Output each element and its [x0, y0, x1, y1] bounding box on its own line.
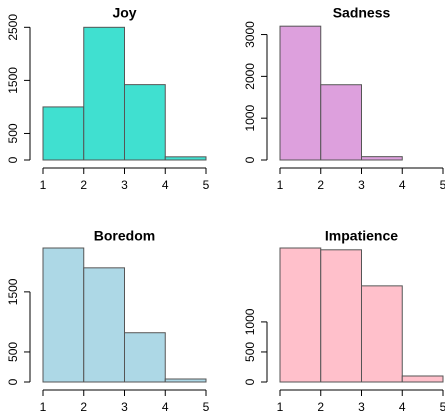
y-tick-label: 500	[6, 123, 20, 143]
panel-title: Impatience	[325, 228, 398, 244]
x-tick-label: 3	[121, 400, 128, 414]
bar	[401, 375, 444, 383]
y-tick-label: 500	[243, 342, 257, 362]
x-tick-label: 2	[80, 400, 87, 414]
y-tick-label: 3000	[243, 21, 257, 48]
bar	[320, 249, 362, 383]
x-tick-label: 1	[40, 400, 47, 414]
x-tick-label: 1	[40, 178, 47, 192]
bar	[279, 25, 322, 161]
bar	[83, 26, 125, 161]
y-tick-label: 2000	[243, 63, 257, 90]
x-tick-label: 1	[277, 178, 284, 192]
x-tick-label: 4	[162, 400, 169, 414]
y-tick-label: 500	[6, 342, 20, 362]
x-tick-label: 5	[440, 400, 445, 414]
panel-title: Boredom	[94, 228, 155, 244]
x-tick-label: 4	[399, 178, 406, 192]
bar	[42, 106, 85, 161]
bar	[124, 332, 166, 383]
bar	[361, 156, 403, 161]
bar	[164, 156, 207, 161]
y-tick-label: 1500	[6, 67, 20, 94]
y-tick-label: 0	[6, 156, 20, 163]
bar	[320, 84, 362, 161]
y-tick-label: 0	[243, 378, 257, 385]
bar	[279, 247, 322, 383]
bar	[83, 267, 125, 383]
x-tick-label: 3	[358, 400, 365, 414]
y-tick-label: 2500	[6, 14, 20, 41]
y-tick-label: 0	[243, 156, 257, 163]
y-tick-label: 1500	[6, 278, 20, 305]
y-tick-label: 1000	[243, 308, 257, 335]
x-tick-label: 2	[317, 400, 324, 414]
bar	[124, 84, 166, 161]
x-tick-label: 2	[317, 178, 324, 192]
x-tick-label: 4	[162, 178, 169, 192]
x-tick-label: 4	[399, 400, 406, 414]
bar	[361, 285, 403, 383]
x-tick-label: 3	[121, 178, 128, 192]
x-tick-label: 2	[80, 178, 87, 192]
y-tick-label: 1000	[243, 105, 257, 132]
x-tick-label: 5	[203, 400, 210, 414]
x-tick-label: 1	[277, 400, 284, 414]
bar	[42, 247, 85, 383]
x-tick-label: 5	[203, 178, 210, 192]
panel-title: Joy	[112, 5, 136, 21]
y-tick-label: 0	[6, 378, 20, 385]
bar	[164, 378, 207, 383]
panel-title: Sadness	[333, 5, 391, 21]
x-tick-label: 5	[440, 178, 445, 192]
x-tick-label: 3	[358, 178, 365, 192]
